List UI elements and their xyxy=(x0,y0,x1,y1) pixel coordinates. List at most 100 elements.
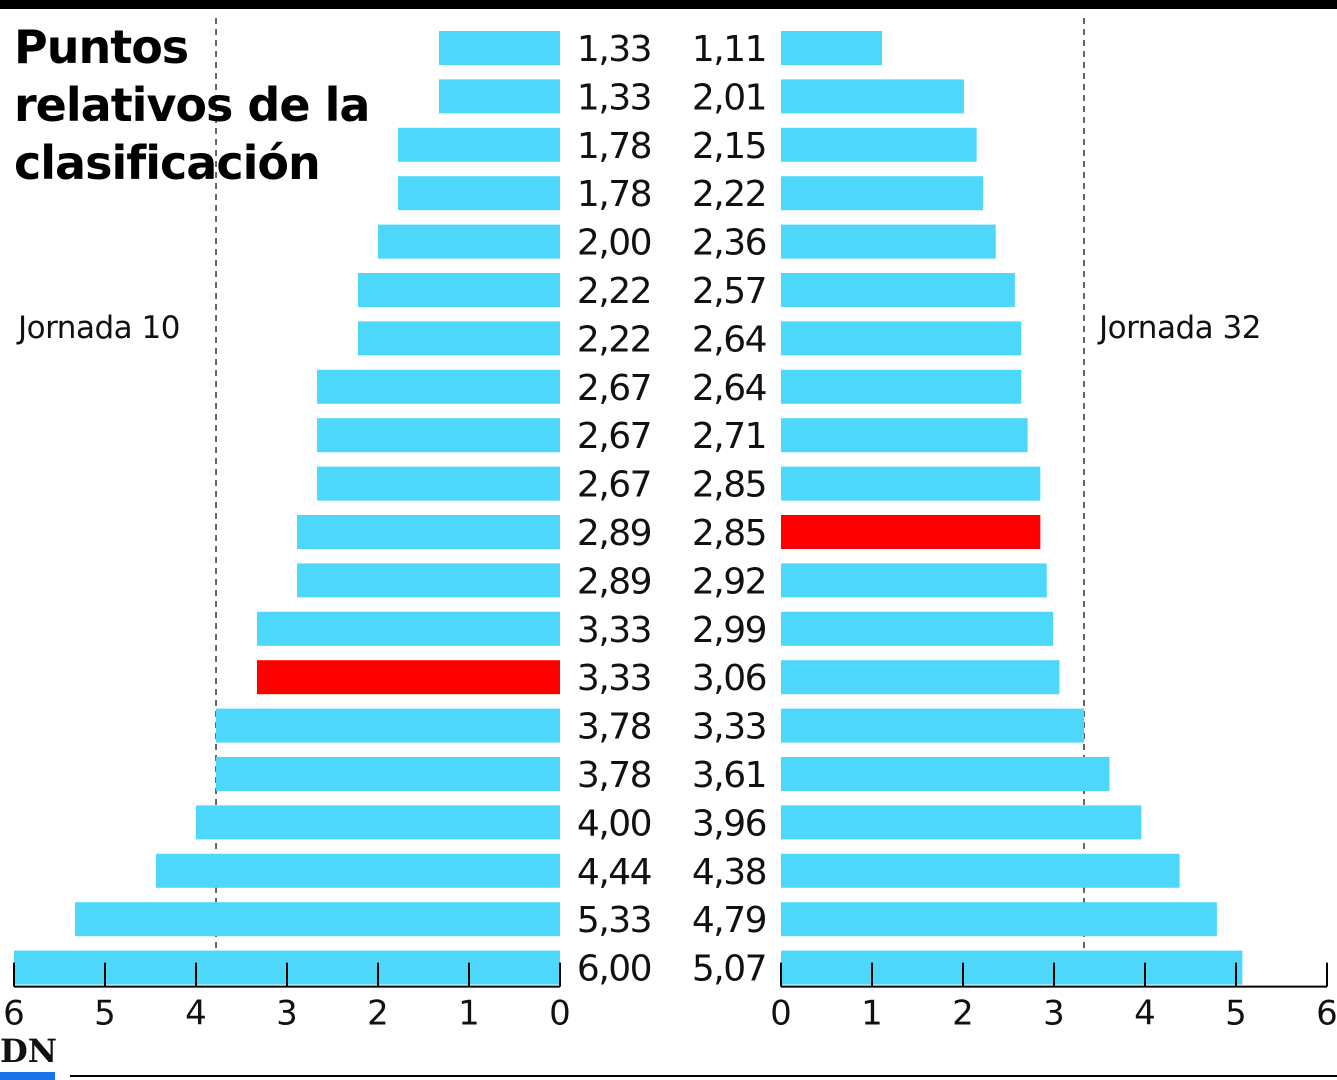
j32-tick-label: 4 xyxy=(1134,994,1156,1034)
j10-tick-label: 3 xyxy=(276,994,298,1034)
j32-value-label: 5,07 xyxy=(692,949,766,990)
j10-value-label: 3,78 xyxy=(577,755,651,796)
j10-value-label: 2,67 xyxy=(577,465,651,506)
j10-value-label: 2,89 xyxy=(577,561,651,602)
j32-value-label: 2,71 xyxy=(692,416,766,457)
j10-bar xyxy=(297,563,560,598)
j10-bar xyxy=(196,805,560,840)
j32-value-label: 2,92 xyxy=(692,561,766,602)
j10-bar xyxy=(216,708,560,743)
j32-tick-label: 0 xyxy=(770,994,792,1034)
j32-value-label: 4,38 xyxy=(692,852,766,893)
j10-bar xyxy=(357,321,560,356)
j32-bar xyxy=(781,321,1022,356)
j10-bar xyxy=(438,31,560,65)
j32-bar xyxy=(781,127,977,162)
j10-bar xyxy=(256,611,560,646)
j10-tick-label: 2 xyxy=(367,994,389,1034)
j10-value-label: 2,22 xyxy=(577,271,651,312)
j10-tick-label: 6 xyxy=(3,994,25,1034)
j32-bar xyxy=(781,563,1047,598)
j10-value-label: 1,78 xyxy=(577,126,651,167)
bottom-rule xyxy=(70,1075,1337,1077)
j32-bar xyxy=(781,176,984,211)
j32-bar xyxy=(781,418,1028,453)
j10-bar xyxy=(317,418,560,453)
j10-value-label: 2,00 xyxy=(577,223,651,264)
j32-value-label: 1,11 xyxy=(692,29,766,70)
j32-value-label: 2,64 xyxy=(692,319,766,360)
j10-tick-label: 1 xyxy=(458,994,480,1034)
j32-value-label: 2,85 xyxy=(692,465,766,506)
j32-bar xyxy=(781,224,996,259)
top-rule xyxy=(0,0,1337,9)
j32-bar xyxy=(781,466,1041,501)
j10-bar xyxy=(216,757,560,791)
j10-bar xyxy=(297,515,560,549)
j10-bar xyxy=(398,176,560,211)
j10-value-label: 4,44 xyxy=(577,852,651,893)
j10-bar-highlight xyxy=(256,660,560,695)
j10-value-label: 2,67 xyxy=(577,368,651,409)
j32-value-label: 2,99 xyxy=(692,610,766,651)
j32-series-label: Jornada 32 xyxy=(1097,310,1261,346)
j32-value-label: 3,33 xyxy=(692,707,766,748)
j10-bar xyxy=(317,369,560,404)
j10-bar xyxy=(74,902,560,937)
j10-value-label: 1,33 xyxy=(577,29,651,70)
chart-title: Puntos relativos de la clasificación xyxy=(14,20,370,190)
j32-value-label: 4,79 xyxy=(692,900,766,941)
j32-value-label: 3,06 xyxy=(692,658,766,699)
j32-bar-highlight xyxy=(781,515,1041,549)
j10-value-label: 6,00 xyxy=(577,949,651,990)
brand-bar xyxy=(0,1072,55,1080)
j32-value-label: 2,15 xyxy=(692,126,766,167)
j32-bar xyxy=(781,853,1180,888)
j32-bar xyxy=(781,902,1217,937)
j32-value-label: 2,85 xyxy=(692,513,766,554)
j32-tick-label: 2 xyxy=(952,994,974,1034)
j32-bar xyxy=(781,611,1054,646)
j32-value-label: 2,22 xyxy=(692,174,766,215)
j10-bar xyxy=(155,853,560,888)
j10-bar xyxy=(317,466,560,501)
j32-tick-label: 5 xyxy=(1225,994,1247,1034)
j10-value-label: 1,78 xyxy=(577,174,651,215)
j10-value-label: 3,78 xyxy=(577,707,651,748)
j32-value-label: 3,61 xyxy=(692,755,766,796)
j32-tick-label: 1 xyxy=(861,994,883,1034)
j32-value-label: 2,64 xyxy=(692,368,766,409)
j32-tick-label: 6 xyxy=(1316,994,1337,1034)
j32-bar xyxy=(781,273,1015,307)
j32-value-label: 2,01 xyxy=(692,77,766,118)
j10-bar xyxy=(378,224,560,259)
j10-tick-label: 5 xyxy=(94,994,116,1034)
j32-bar xyxy=(781,950,1243,985)
j32-value-label: 2,36 xyxy=(692,223,766,264)
j32-bar xyxy=(781,708,1085,743)
j32-tick-label: 3 xyxy=(1043,994,1065,1034)
j10-value-label: 2,89 xyxy=(577,513,651,554)
j32-bar xyxy=(781,79,964,114)
j10-tick-label: 4 xyxy=(185,994,207,1034)
j32-bar xyxy=(781,805,1142,840)
j10-value-label: 2,67 xyxy=(577,416,651,457)
j32-bar xyxy=(781,31,883,65)
j10-value-label: 2,22 xyxy=(577,319,651,360)
j32-value-label: 2,57 xyxy=(692,271,766,312)
j10-value-label: 5,33 xyxy=(577,900,651,941)
j32-value-label: 3,96 xyxy=(692,803,766,844)
j10-tick-label: 0 xyxy=(549,994,571,1034)
j10-bar xyxy=(357,273,560,307)
brand-logo: DN xyxy=(0,1032,57,1070)
j10-value-label: 1,33 xyxy=(577,77,651,118)
j10-series-label: Jornada 10 xyxy=(16,310,180,346)
j10-bar xyxy=(438,79,560,114)
j10-value-label: 3,33 xyxy=(577,658,651,699)
j32-bar xyxy=(781,757,1110,791)
j10-value-label: 4,00 xyxy=(577,803,651,844)
j10-bar xyxy=(398,127,560,162)
j10-value-label: 3,33 xyxy=(577,610,651,651)
j32-bar xyxy=(781,369,1022,404)
